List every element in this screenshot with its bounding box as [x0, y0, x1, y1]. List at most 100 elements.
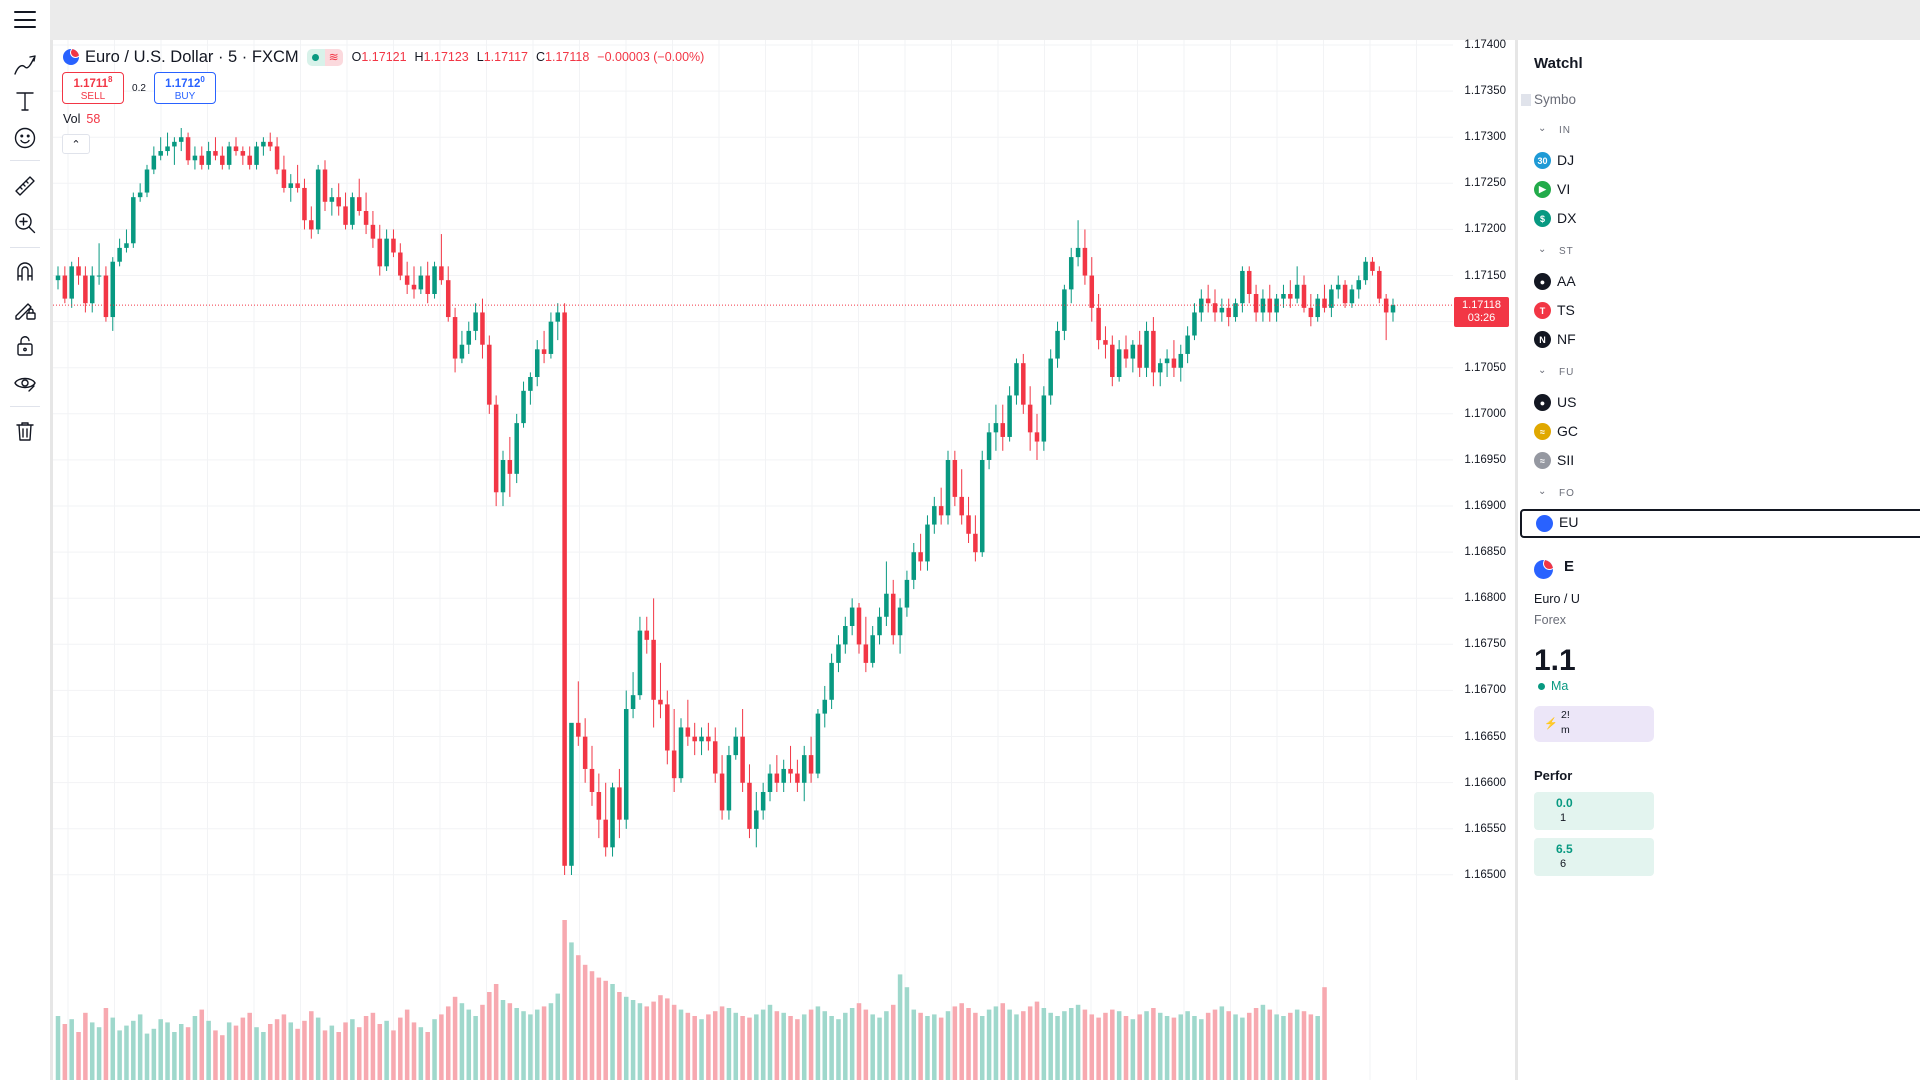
watchlist-section[interactable]: ⌄ IN [1518, 122, 1920, 144]
volume-bar [576, 955, 581, 1080]
candle-body [377, 238, 383, 267]
collapse-chevron-up-icon[interactable]: ⌃ [62, 134, 90, 154]
candle-body [329, 197, 335, 202]
candle-body [1308, 307, 1314, 318]
watchlist-item[interactable]: EU [1520, 509, 1920, 538]
details-symbol[interactable]: E [1564, 558, 1575, 575]
symbol-column-header[interactable]: Symbo [1534, 92, 1577, 107]
volume-bar [1089, 1014, 1095, 1080]
last-price-label: 1.17118 03:26 [1454, 297, 1509, 327]
chart-canvas[interactable] [53, 40, 1453, 1080]
watchlist-item[interactable]: N NF [1518, 325, 1920, 354]
watchlist-item[interactable]: ≈ SII [1518, 446, 1920, 475]
chevron-down-icon[interactable]: ⌄ [1538, 365, 1547, 376]
volume-bar [665, 998, 670, 1080]
symbol-title[interactable]: Euro / U.S. Dollar · 5 · FXCM [85, 47, 299, 66]
price-axis[interactable]: 1.17400 1.17350 1.17300 1.17250 1.17200 1.171… [1453, 39, 1515, 1080]
volume-bar [1294, 1009, 1300, 1080]
watchlist-section[interactable]: ⌄ FO [1518, 485, 1920, 507]
candle-body [199, 155, 205, 165]
candle-body [754, 810, 759, 829]
price-tick: 1.16500 [1464, 868, 1506, 881]
trash-icon[interactable] [11, 417, 39, 445]
candle-body [856, 607, 862, 645]
oil-drop-icon: ● [1534, 394, 1551, 411]
select-all-checkbox[interactable] [1521, 94, 1531, 106]
watchlist-item[interactable]: ● AA [1518, 267, 1920, 296]
volume-bar [555, 993, 561, 1080]
candle-body [1192, 312, 1197, 336]
candle-body [62, 275, 68, 299]
magnet-icon[interactable] [11, 258, 39, 286]
volume-bar [493, 984, 499, 1080]
dollar-index-icon: $ [1534, 210, 1551, 227]
ruler-icon[interactable] [11, 172, 39, 200]
watchlist-item[interactable]: $ DX [1518, 204, 1920, 233]
text-tool-icon[interactable] [11, 87, 39, 115]
candle-body [391, 238, 396, 253]
lock-drawings-icon[interactable] [11, 295, 39, 323]
volume-bar [1075, 1004, 1081, 1080]
watchlist-section[interactable]: ⌄ ST [1518, 243, 1920, 265]
volume-bar [1212, 1009, 1218, 1080]
volume-bar [507, 1003, 513, 1080]
watchlist-item[interactable]: ≈ GC [1518, 417, 1920, 446]
market-open-dot-icon[interactable] [306, 48, 325, 66]
volume-bar [815, 1006, 821, 1080]
volume-bar [644, 1006, 650, 1080]
eye-icon[interactable] [11, 369, 39, 397]
emoji-icon[interactable] [11, 124, 39, 152]
watchlist-symbol: NF [1557, 331, 1576, 347]
chevron-down-icon[interactable]: ⌄ [1538, 123, 1547, 134]
performance-card[interactable]: 0.0 1 [1534, 792, 1654, 830]
vix-index-icon: ▶ [1534, 181, 1551, 198]
volume-bar [336, 1032, 341, 1080]
candle-body [733, 736, 739, 756]
candle-body [1164, 358, 1170, 364]
watchlist-section[interactable]: ⌄ FU [1518, 364, 1920, 386]
watchlist-item[interactable]: T TS [1518, 296, 1920, 325]
volume-bar [500, 1000, 506, 1080]
status-pill[interactable]: ≋ [306, 48, 343, 66]
watchlist-item[interactable]: ▶ VI [1518, 175, 1920, 204]
buy-button[interactable]: 1.17120 BUY [154, 72, 216, 104]
volume-bar [760, 1009, 766, 1080]
volume-bar [836, 1019, 841, 1080]
candle-body [487, 344, 492, 405]
zoom-in-icon[interactable] [11, 209, 39, 237]
watchlist-item[interactable]: 30 DJ [1518, 146, 1920, 175]
unlock-icon[interactable] [11, 332, 39, 360]
sell-button[interactable]: 1.17118 SELL [62, 72, 124, 104]
watchlist-item[interactable]: ● US [1518, 388, 1920, 417]
candle-body [829, 662, 834, 700]
performance-card[interactable]: 6.5 6 [1534, 838, 1654, 876]
volume-bar [1123, 1016, 1129, 1080]
chevron-down-icon[interactable]: ⌄ [1538, 244, 1547, 255]
volume-bar [630, 1000, 636, 1080]
candle-body [1329, 289, 1334, 308]
volume-bar [288, 1022, 294, 1080]
candle-body [267, 141, 273, 147]
volume-bar [473, 1016, 478, 1080]
volume-bar [1082, 1009, 1088, 1080]
candle-body [452, 317, 458, 359]
candle-body [131, 197, 136, 244]
candle-body [336, 197, 341, 207]
news-card[interactable]: ⚡ 2! m [1534, 706, 1654, 742]
volume-legend[interactable]: Vol 58 [63, 112, 100, 126]
candle-body [651, 639, 656, 700]
hamburger-menu-icon[interactable] [14, 10, 36, 30]
candle-body [213, 151, 218, 156]
candle-body [925, 524, 930, 562]
volume-bar [1199, 1019, 1204, 1080]
candle-body [96, 275, 102, 277]
details-type[interactable]: Forex [1534, 613, 1566, 627]
candle-body [370, 224, 376, 239]
trend-line-tool-icon[interactable] [11, 51, 39, 79]
volume-bar [425, 1032, 430, 1080]
price-chart[interactable] [53, 40, 1453, 1080]
delayed-data-icon[interactable]: ≋ [324, 48, 343, 66]
watchlist-title[interactable]: Watchl [1534, 55, 1583, 72]
chevron-down-icon[interactable]: ⌄ [1538, 486, 1547, 497]
candle-body [1068, 257, 1074, 290]
